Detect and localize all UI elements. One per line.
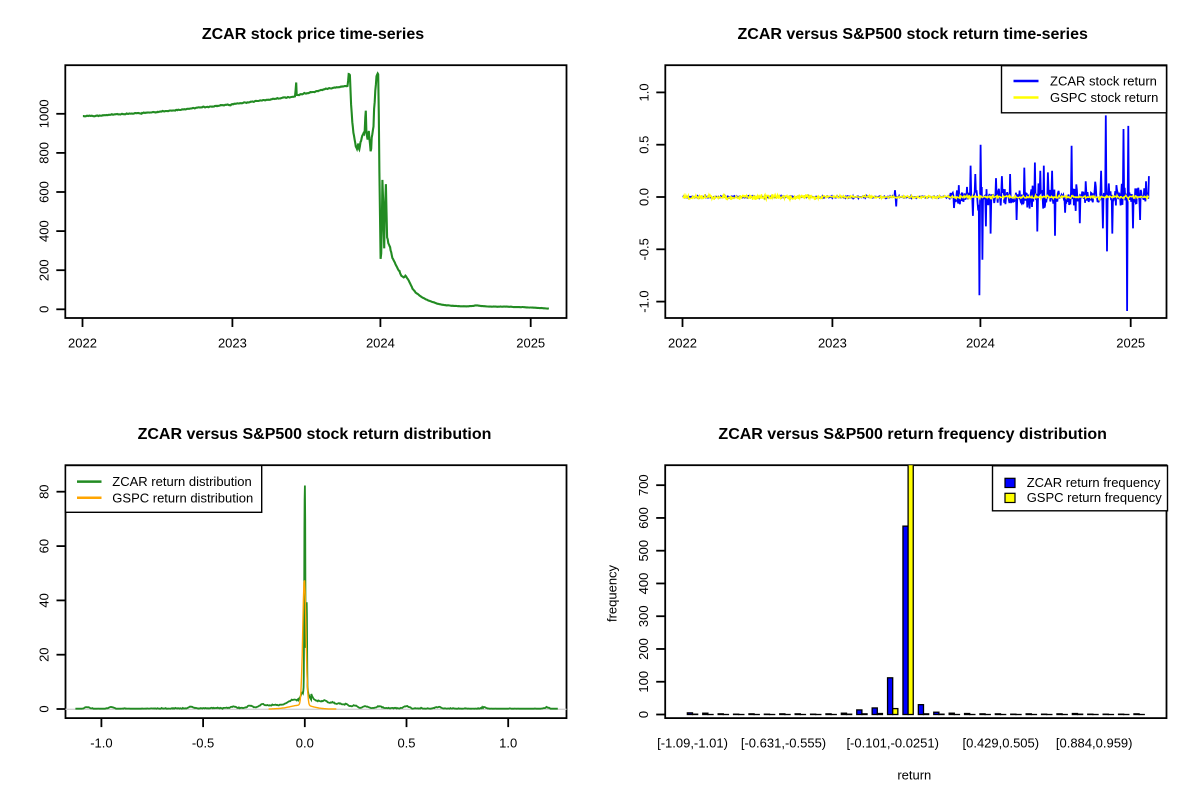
svg-text:400: 400 [636,573,651,595]
svg-text:-1.0: -1.0 [90,735,112,750]
svg-text:GSPC stock return: GSPC stock return [1050,90,1158,105]
svg-text:GSPC return distribution: GSPC return distribution [112,490,253,505]
svg-text:[-0.631,-0.555): [-0.631,-0.555) [741,735,826,750]
svg-text:ZCAR versus S&P500 stock retur: ZCAR versus S&P500 stock return time-ser… [738,26,1088,43]
svg-text:2025: 2025 [516,335,545,350]
svg-text:2024: 2024 [966,335,995,350]
svg-text:0: 0 [636,711,651,718]
svg-text:[-1.09,-1.01): [-1.09,-1.01) [657,735,728,750]
svg-text:400: 400 [36,220,51,242]
svg-text:1.0: 1.0 [499,735,517,750]
svg-text:0.0: 0.0 [296,735,314,750]
svg-text:2025: 2025 [1116,335,1145,350]
svg-text:ZCAR return distribution: ZCAR return distribution [112,474,251,489]
svg-text:600: 600 [636,507,651,529]
svg-text:return: return [897,768,931,783]
svg-text:frequency: frequency [605,564,620,622]
svg-text:0.5: 0.5 [397,735,415,750]
svg-text:ZCAR return frequency: ZCAR return frequency [1027,475,1161,490]
svg-text:40: 40 [37,593,52,607]
svg-text:2024: 2024 [366,335,395,350]
svg-text:-1.0: -1.0 [636,290,651,312]
svg-text:ZCAR stock price time-series: ZCAR stock price time-series [202,26,424,43]
svg-text:2022: 2022 [68,335,97,350]
svg-text:80: 80 [37,484,52,498]
svg-text:200: 200 [636,638,651,660]
svg-text:[-0.101,-0.0251): [-0.101,-0.0251) [846,735,939,750]
svg-text:600: 600 [36,181,51,203]
svg-text:GSPC return frequency: GSPC return frequency [1027,490,1163,505]
svg-text:ZCAR versus S&P500 stock retur: ZCAR versus S&P500 stock return distribu… [138,426,492,443]
svg-text:0: 0 [36,306,51,313]
svg-text:800: 800 [36,142,51,164]
svg-text:-0.5: -0.5 [636,238,651,260]
svg-text:100: 100 [636,671,651,693]
svg-text:200: 200 [36,259,51,281]
svg-text:700: 700 [636,474,651,496]
svg-text:1000: 1000 [36,99,51,128]
svg-text:0: 0 [37,705,52,712]
svg-text:20: 20 [37,647,52,661]
svg-text:500: 500 [636,540,651,562]
svg-text:300: 300 [636,605,651,627]
svg-text:ZCAR stock return: ZCAR stock return [1050,74,1157,89]
svg-text:2022: 2022 [668,335,697,350]
svg-text:0.5: 0.5 [636,136,651,154]
svg-text:-0.5: -0.5 [192,735,214,750]
svg-text:[0.884,0.959): [0.884,0.959) [1056,735,1133,750]
svg-text:2023: 2023 [818,335,847,350]
svg-text:60: 60 [37,539,52,553]
svg-text:1.0: 1.0 [636,83,651,101]
svg-text:[0.429,0.505): [0.429,0.505) [962,735,1039,750]
svg-text:2023: 2023 [218,335,247,350]
svg-text:ZCAR versus S&P500 return freq: ZCAR versus S&P500 return frequency dist… [718,426,1107,443]
svg-text:0.0: 0.0 [636,188,651,206]
